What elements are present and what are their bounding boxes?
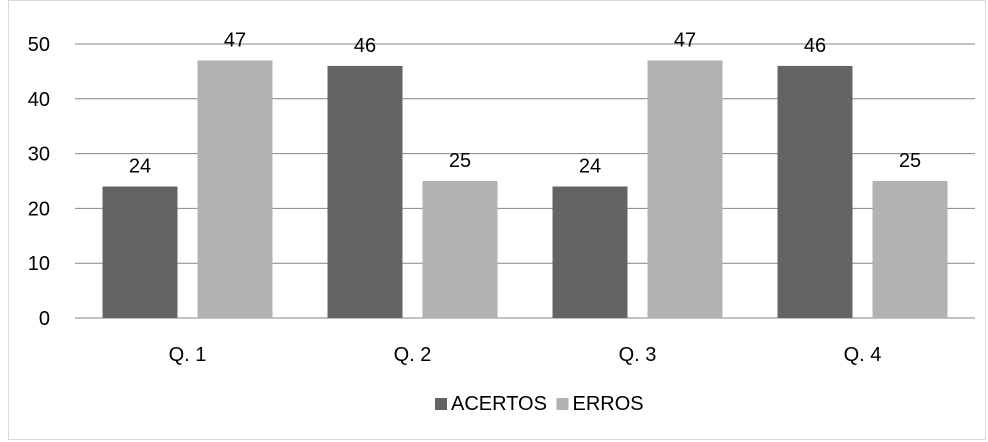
data-label-acertos-3: 24 (579, 155, 601, 177)
bar-erros-2 (422, 181, 498, 318)
bar-erros-1 (197, 60, 273, 318)
data-label-erros-4: 25 (899, 150, 921, 172)
x-tick-label-4: Q. 4 (844, 344, 882, 366)
y-tick-label-20: 20 (28, 198, 50, 220)
data-label-acertos-4: 46 (804, 35, 826, 57)
data-labels: 24 47 46 25 24 47 46 25 (129, 29, 921, 177)
x-tick-label-3: Q. 3 (619, 344, 657, 366)
data-label-acertos-1: 24 (129, 155, 151, 177)
data-label-erros-3: 47 (674, 29, 696, 51)
data-label-erros-1: 47 (224, 29, 246, 51)
y-tick-label-0: 0 (39, 308, 50, 330)
y-tick-label-50: 50 (28, 34, 50, 56)
legend-label-acertos: ACERTOS (451, 393, 547, 415)
y-tick-label-30: 30 (28, 144, 50, 166)
x-axis-tick-labels: Q. 1 Q. 2 Q. 3 Q. 4 (169, 344, 882, 366)
data-label-acertos-2: 46 (354, 35, 376, 57)
y-axis-tick-labels: 0 10 20 30 40 50 (28, 34, 50, 330)
bars (102, 60, 948, 318)
legend-label-erros: ERROS (573, 393, 644, 415)
bar-acertos-2 (327, 65, 403, 318)
legend: ACERTOS ERROS (435, 393, 644, 415)
bar-acertos-4 (777, 65, 853, 318)
data-label-erros-2: 25 (449, 150, 471, 172)
x-tick-label-2: Q. 2 (394, 344, 432, 366)
bar-acertos-1 (102, 186, 178, 318)
bar-erros-3 (647, 60, 723, 318)
bar-erros-4 (872, 181, 948, 318)
x-tick-label-1: Q. 1 (169, 344, 207, 366)
bar-acertos-3 (552, 186, 628, 318)
y-tick-label-40: 40 (28, 89, 50, 111)
y-tick-label-10: 10 (28, 253, 50, 275)
legend-swatch-erros (556, 398, 569, 410)
legend-swatch-acertos (435, 398, 447, 410)
